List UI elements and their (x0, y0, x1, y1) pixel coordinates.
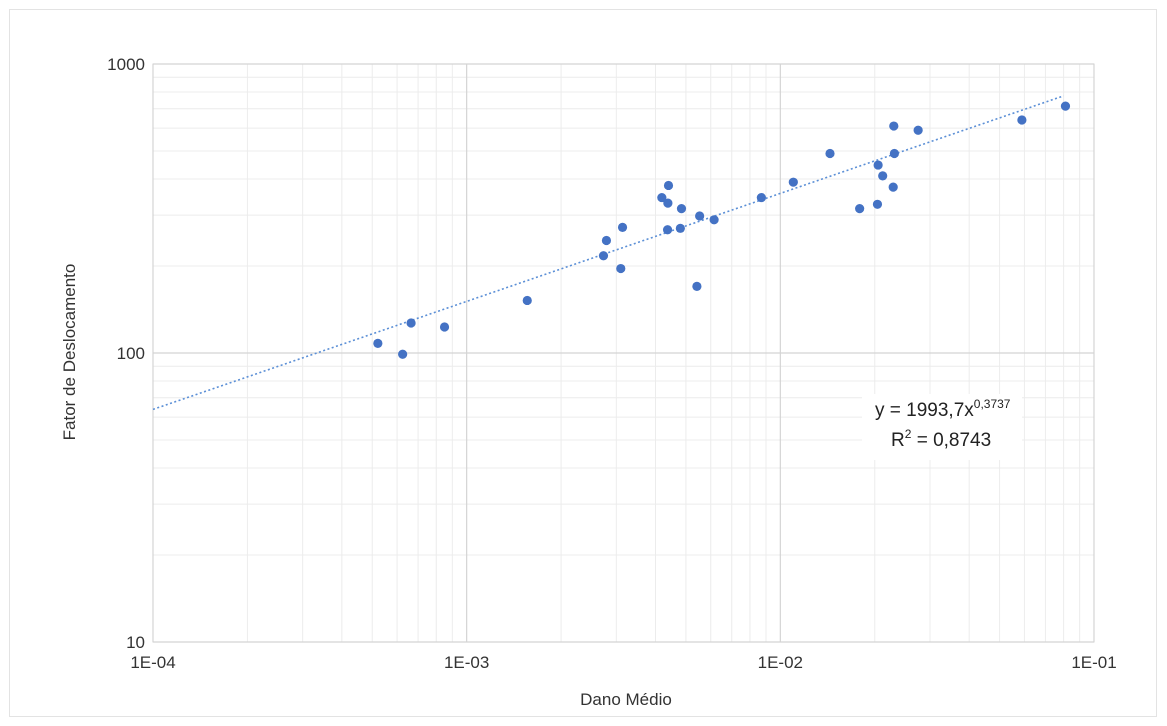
data-point (398, 349, 408, 359)
data-point (873, 160, 883, 170)
data-point (601, 235, 612, 246)
data-point (406, 318, 416, 328)
data-point (709, 215, 719, 225)
data-point (888, 182, 898, 192)
trendline (152, 95, 1064, 411)
x-axis-tick-labels: 1E-04 1E-03 1E-02 1E-01 (130, 653, 1116, 672)
trendline-equation-annotation: y = 1993,7x0,3737 R2 = 0,8743 (862, 394, 1022, 460)
y-tick-label: 1000 (107, 55, 145, 74)
x-tick-label: 1E-04 (130, 653, 175, 672)
data-point (855, 203, 865, 214)
data-point (662, 225, 673, 235)
x-tick-label: 1E-03 (444, 653, 489, 672)
data-point (756, 192, 766, 203)
data-point (872, 199, 883, 209)
data-point (1060, 101, 1071, 111)
r-squared-symbol: R (891, 430, 905, 451)
data-point (825, 148, 835, 159)
r-squared-exponent: 2 (905, 427, 912, 441)
y-tick-label: 10 (126, 633, 145, 652)
annotation-background (862, 394, 1022, 460)
data-point (616, 263, 626, 274)
data-point (878, 171, 888, 181)
equation-exponent: 0,3737 (974, 397, 1011, 411)
chart-frame (9, 9, 1157, 717)
x-tick-label: 1E-02 (758, 653, 803, 672)
equation-main: y = 1993,7x (875, 400, 974, 421)
data-point (676, 203, 687, 214)
data-point (522, 295, 532, 306)
data-point (657, 192, 667, 203)
data-point (373, 338, 383, 348)
data-point (663, 198, 673, 208)
data-point (889, 121, 899, 131)
data-point (598, 251, 609, 261)
y-axis-title: Fator de Deslocamento (60, 264, 79, 441)
equation-label: y = 1993,7x0,3737 (875, 397, 1011, 421)
data-point (1017, 115, 1027, 125)
data-point (889, 148, 899, 159)
r-squared-label: R2 = 0,8743 (891, 427, 991, 451)
y-tick-label: 100 (117, 344, 145, 363)
data-point (663, 180, 674, 191)
x-tick-label: 1E-01 (1071, 653, 1116, 672)
plot-area-border (152, 63, 1095, 643)
data-points (373, 101, 1071, 359)
data-point (913, 125, 923, 135)
data-point (788, 177, 798, 187)
data-point (695, 211, 705, 221)
x-axis-title: Dano Médio (580, 690, 672, 709)
r-squared-value: = 0,8743 (911, 430, 991, 451)
data-point (675, 223, 685, 233)
y-axis-tick-labels: 10 100 1000 (107, 55, 145, 652)
data-point (692, 281, 702, 292)
data-point (439, 322, 450, 332)
data-point (617, 222, 628, 233)
